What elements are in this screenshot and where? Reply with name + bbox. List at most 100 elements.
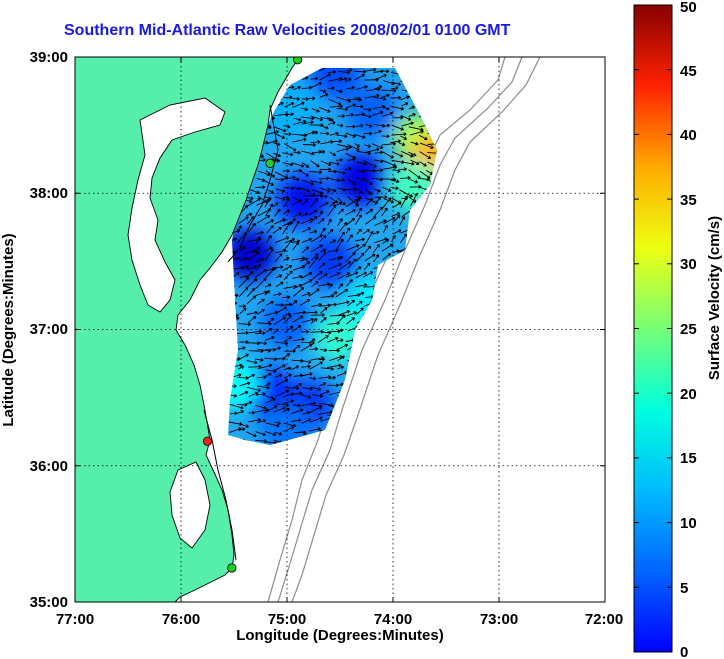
velocity-arrow bbox=[301, 292, 311, 297]
velocity-arrow bbox=[319, 167, 332, 172]
velocity-arrow bbox=[319, 73, 331, 81]
axis-ticks bbox=[74, 56, 606, 603]
land-mass bbox=[75, 57, 301, 602]
speed-field-point bbox=[228, 228, 276, 281]
velocity-arrow bbox=[255, 257, 265, 263]
velocity-arrow bbox=[310, 313, 325, 317]
speed-field-point bbox=[228, 358, 260, 410]
velocity-arrow bbox=[246, 310, 258, 315]
velocity-arrow bbox=[302, 76, 309, 80]
speed-field-point bbox=[345, 85, 398, 138]
velocity-arrow bbox=[354, 134, 366, 139]
velocity-arrow bbox=[354, 143, 361, 148]
velocity-arrow bbox=[248, 364, 262, 369]
velocity-arrow bbox=[318, 375, 332, 379]
velocity-arrow bbox=[265, 130, 280, 136]
velocity-arrow bbox=[337, 300, 350, 305]
velocity-arrow bbox=[365, 197, 374, 207]
velocity-arrow bbox=[256, 308, 265, 315]
velocity-arrow bbox=[272, 226, 282, 234]
velocity-arrow bbox=[309, 361, 323, 370]
velocity-arrow bbox=[245, 400, 253, 405]
velocity-arrow bbox=[284, 112, 294, 117]
velocity-arrow bbox=[362, 229, 371, 235]
velocity-arrow bbox=[283, 95, 293, 100]
velocity-arrow bbox=[373, 254, 380, 263]
velocity-arrow bbox=[327, 70, 337, 74]
velocity-arrow bbox=[318, 282, 331, 287]
velocity-arrow bbox=[392, 115, 404, 120]
velocity-arrow bbox=[373, 206, 384, 217]
velocity-arrow bbox=[365, 231, 374, 245]
velocity-arrow bbox=[301, 120, 314, 125]
velocity-arrow bbox=[318, 357, 326, 362]
velocity-arrow bbox=[248, 418, 262, 423]
x-tick-label: 75:00 bbox=[268, 611, 306, 628]
velocity-arrow bbox=[310, 234, 323, 243]
colorbar-tick-label: 0 bbox=[680, 644, 688, 659]
velocity-arrow bbox=[275, 188, 286, 193]
velocity-arrow bbox=[238, 427, 246, 432]
velocity-arrow bbox=[337, 355, 345, 361]
velocity-arrow bbox=[329, 104, 343, 109]
velocity-arrow bbox=[309, 216, 318, 224]
velocity-arrow bbox=[408, 196, 417, 203]
velocity-arrow bbox=[373, 73, 387, 81]
velocity-arrow bbox=[337, 70, 350, 75]
velocity-arrow bbox=[291, 218, 296, 225]
velocity-arrow bbox=[365, 147, 380, 153]
velocity-arrow bbox=[254, 246, 261, 253]
velocity-arrow bbox=[246, 278, 258, 289]
velocity-arrow bbox=[320, 307, 328, 314]
velocity-arrow bbox=[281, 295, 291, 300]
velocity-arrow bbox=[265, 369, 277, 374]
velocity-arrow bbox=[301, 97, 309, 101]
velocity-arrow bbox=[264, 246, 273, 252]
velocity-arrow bbox=[419, 142, 434, 149]
velocity-arrow bbox=[310, 244, 323, 253]
velocity-arrow bbox=[372, 177, 383, 182]
velocity-arrow bbox=[327, 218, 332, 226]
velocity-arrow bbox=[292, 137, 307, 143]
velocity-arrow bbox=[371, 143, 384, 150]
velocity-arrow bbox=[356, 187, 363, 194]
velocity-arrow bbox=[310, 416, 323, 423]
velocity-arrow bbox=[293, 177, 300, 182]
grid-lines bbox=[75, 57, 605, 602]
velocity-arrow bbox=[363, 114, 372, 119]
velocity-arrow bbox=[408, 105, 415, 110]
velocity-arrow bbox=[246, 212, 253, 217]
radar-site-marker bbox=[227, 563, 237, 573]
velocity-arrow bbox=[373, 168, 384, 173]
velocity-arrow bbox=[246, 386, 261, 392]
velocity-arrow bbox=[419, 151, 432, 159]
velocity-arrow bbox=[291, 418, 302, 423]
velocity-arrow bbox=[399, 175, 411, 180]
velocity-arrow bbox=[337, 114, 345, 118]
velocity-arrow bbox=[291, 391, 303, 396]
velocity-arrow bbox=[318, 251, 327, 262]
velocity-arrow bbox=[327, 302, 337, 307]
velocity-arrow bbox=[301, 162, 310, 168]
velocity-arrow bbox=[410, 141, 419, 146]
velocity-arrow bbox=[274, 303, 284, 307]
velocity-arrow bbox=[283, 426, 295, 433]
velocity-arrow bbox=[265, 328, 273, 333]
velocity-arrow bbox=[347, 258, 357, 269]
velocity-arrow bbox=[302, 179, 315, 186]
velocity-arrow bbox=[310, 198, 319, 208]
y-axis-label: Latitude (Degrees:Minutes) bbox=[0, 233, 17, 426]
velocity-arrow bbox=[310, 76, 319, 81]
velocity-arrow bbox=[337, 123, 344, 128]
velocity-arrow bbox=[293, 150, 301, 155]
velocity-arrow bbox=[273, 406, 286, 413]
y-tick-label: 39:00 bbox=[30, 49, 68, 66]
velocity-arrow bbox=[309, 376, 317, 381]
velocity-arrow bbox=[275, 281, 284, 288]
velocity-arrow bbox=[299, 170, 309, 177]
velocity-arrow bbox=[301, 317, 315, 324]
velocity-arrow bbox=[356, 161, 368, 166]
velocity-arrow bbox=[338, 222, 348, 233]
velocity-arrow bbox=[239, 246, 246, 252]
velocity-arrow bbox=[284, 325, 294, 334]
